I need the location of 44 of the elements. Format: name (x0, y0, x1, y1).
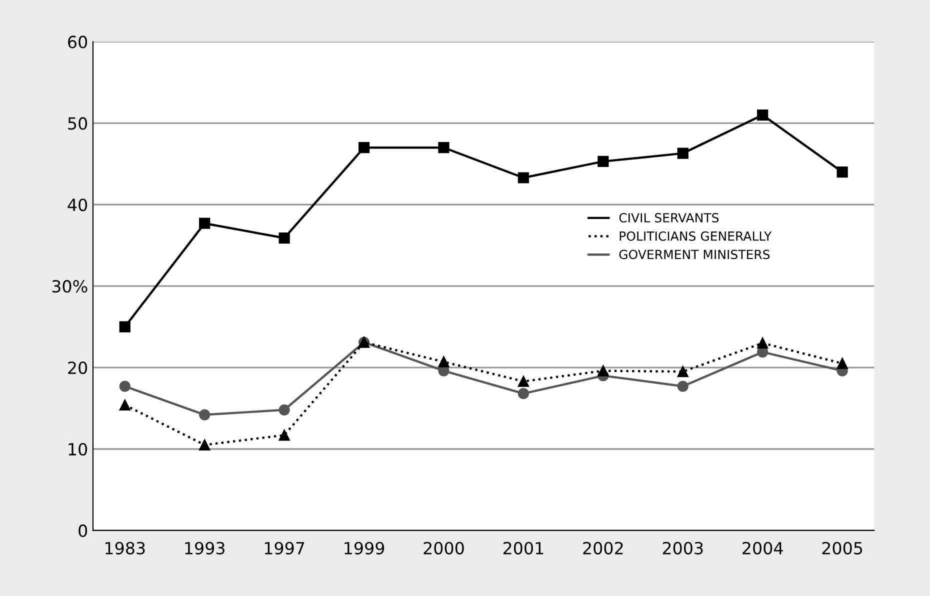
point (278, 430, 290, 441)
point (199, 439, 210, 450)
point (677, 380, 688, 392)
legend-label: POLITICIANS GENERALLY (620, 231, 772, 241)
point (119, 321, 130, 332)
point (598, 156, 609, 168)
point (518, 172, 530, 184)
point (278, 404, 290, 416)
point (836, 166, 848, 178)
legend-label: CIVIL SERVANTS (619, 213, 719, 222)
y-tick-label: 50 (68, 117, 88, 130)
point (278, 232, 290, 244)
x-tick-label: 1983 (106, 542, 145, 554)
x-tick-label: 2001 (503, 542, 544, 554)
point (518, 376, 530, 387)
point (836, 358, 848, 370)
x-tick-label: 2000 (424, 542, 464, 554)
y-tick-label: 0 (78, 524, 88, 538)
legend-label: GOVERMENT MINISTERS (619, 250, 770, 260)
y-tick-label: 10 (68, 442, 88, 456)
x-tick-label: 2005 (822, 542, 862, 554)
x-tick-label: 1999 (344, 542, 384, 554)
x-tick-label: 2003 (662, 542, 703, 554)
point (518, 388, 530, 400)
point (438, 356, 450, 368)
point (119, 399, 130, 411)
x-tick-label: 2002 (583, 542, 623, 554)
x-tick-label: 1993 (185, 542, 224, 554)
x-tick-label: 1997 (264, 542, 304, 554)
x-tick-label: 2004 (742, 542, 783, 554)
point (438, 142, 450, 154)
y-tick-label: 30% (52, 280, 88, 293)
point (358, 142, 370, 154)
point (199, 218, 210, 229)
point (757, 338, 768, 349)
y-tick-label: 40 (68, 198, 88, 212)
point (598, 365, 609, 376)
point (677, 366, 688, 378)
point (199, 409, 210, 420)
point (119, 380, 130, 392)
y-tick-label: 60 (68, 36, 88, 48)
point (757, 109, 768, 121)
y-tick-label: 20 (68, 361, 88, 374)
point (677, 148, 688, 159)
